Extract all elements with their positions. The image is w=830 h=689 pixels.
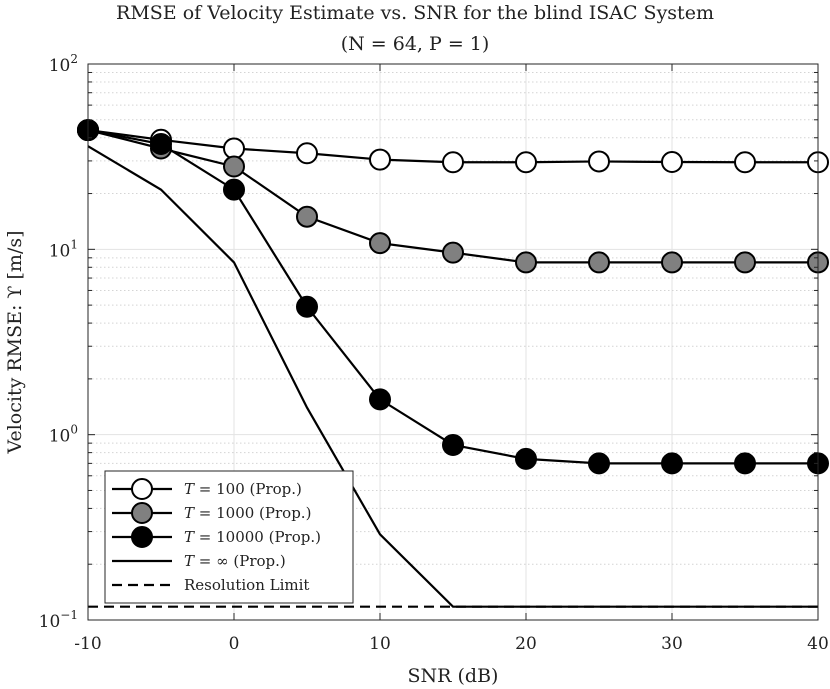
plot-frame (87, 63, 819, 621)
series-2-marker (296, 205, 318, 228)
x-tick-label: 10 (369, 634, 391, 654)
legend: T = 100 (Prop.) T = 1000 (Prop.) T = 10000… (104, 470, 354, 604)
chart-title: RMSE of Velocity Estimate vs. SNR for th… (116, 2, 714, 24)
series-2-marker (442, 241, 464, 264)
series-3-marker (442, 433, 464, 456)
series-3-marker (734, 452, 756, 475)
legend-marker-1 (131, 478, 153, 500)
series-1-marker (296, 142, 318, 165)
series-3-marker (150, 133, 172, 156)
series-1-marker (515, 151, 537, 174)
x-tick-label: 40 (807, 634, 829, 654)
x-tick-label: 30 (661, 634, 683, 654)
series-3-marker (369, 388, 391, 411)
series-3-marker (661, 452, 683, 475)
legend-label-4: T = ∞ (Prop.) (184, 552, 286, 570)
y-tick-label: 100 (49, 423, 78, 447)
series-2-marker (588, 251, 610, 274)
series-2-marker (734, 251, 756, 274)
series-1-marker (588, 150, 610, 173)
series-1-marker (442, 151, 464, 174)
legend-label-1: T = 100 (Prop.) (184, 480, 302, 498)
series-2-marker (223, 155, 245, 178)
series-3-marker (588, 452, 610, 475)
x-axis-label: SNR (dB) (408, 665, 499, 687)
legend-marker-3 (131, 526, 153, 548)
series-1-marker (661, 150, 683, 173)
legend-label-2: T = 1000 (Prop.) (184, 504, 311, 522)
legend-label-3: T = 10000 (Prop.) (184, 528, 321, 546)
series-2-marker (369, 232, 391, 255)
chart-subtitle: (N = 64, P = 1) (341, 33, 490, 55)
series-2-marker (515, 251, 537, 274)
legend-marker-2 (131, 502, 153, 524)
series-3-marker (223, 178, 245, 201)
x-tick-label: -10 (74, 634, 101, 654)
series-layer (77, 119, 829, 608)
ticks: -10 0 10 20 30 40 102 101 100 10−1 (39, 52, 829, 654)
x-tick-label: 20 (515, 634, 537, 654)
series-2-marker (661, 251, 683, 274)
y-tick-label: 101 (49, 237, 78, 261)
legend-label-5: Resolution Limit (184, 576, 309, 594)
y-tick-label: 102 (49, 52, 78, 76)
series-3-marker (296, 295, 318, 318)
series-3-marker (515, 447, 537, 470)
series-1-marker (369, 148, 391, 171)
y-axis-label: Velocity RMSE: ϒ [m/s] (4, 230, 26, 454)
series-1-marker (734, 151, 756, 174)
y-tick-label: 10−1 (39, 608, 78, 632)
x-tick-label: 0 (229, 634, 240, 654)
